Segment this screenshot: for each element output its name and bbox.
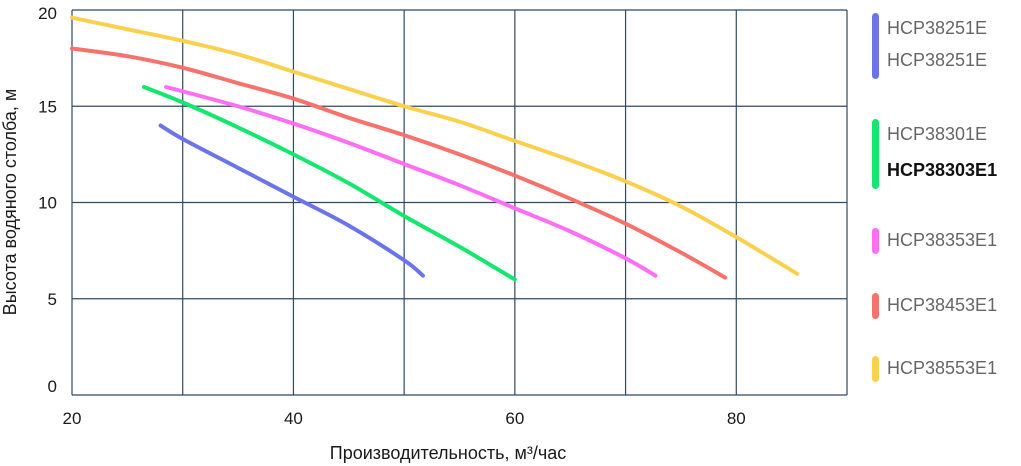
legend-label: HCP38251E (887, 50, 988, 70)
y-tick-label: 15 (38, 97, 57, 116)
series-line-4 (70, 46, 728, 280)
legend-label: HCP38453E1 (887, 295, 998, 315)
legend-label: HCP38251E (887, 18, 988, 38)
y-tick-label: 5 (48, 290, 57, 309)
legend-swatch (872, 119, 879, 189)
x-tick-labels: 20 40 60 80 (63, 409, 746, 428)
y-tick-label: 0 (48, 377, 57, 396)
x-tick-label: 60 (505, 409, 524, 428)
series-line-1 (158, 123, 425, 278)
pump-performance-chart: 20 40 60 80 0 5 10 15 20 Производительность, м³… (0, 4, 848, 463)
series-lines (70, 15, 800, 282)
series-line-2 (141, 85, 517, 282)
series-line-5 (70, 15, 800, 276)
y-tick-label: 20 (38, 4, 57, 23)
legend-label: HCP38303E1 (887, 160, 998, 180)
legend-label: HCP38353E1 (887, 230, 998, 250)
legend-label: HCP38301E (887, 124, 988, 144)
y-axis-label: Высота водяного столба, м (0, 89, 20, 316)
y-tick-label: 10 (38, 194, 57, 213)
x-axis-label: Производительность, м³/час (330, 443, 566, 463)
legend-swatch (872, 356, 879, 382)
legend-label: HCP38553E1 (887, 358, 998, 378)
x-tick-label: 40 (284, 409, 303, 428)
legend: HCP38251E HCP38251E HCP38301E HCP38303E1 HCP… (866, 0, 1021, 466)
series-line-3 (164, 85, 658, 278)
x-tick-label: 20 (63, 409, 82, 428)
x-tick-label: 80 (727, 409, 746, 428)
y-tick-labels: 0 5 10 15 20 (38, 4, 57, 396)
legend-swatch (872, 293, 879, 319)
grid-lines (71, 9, 848, 396)
legend-swatch (872, 13, 879, 79)
legend-swatch (872, 228, 879, 254)
